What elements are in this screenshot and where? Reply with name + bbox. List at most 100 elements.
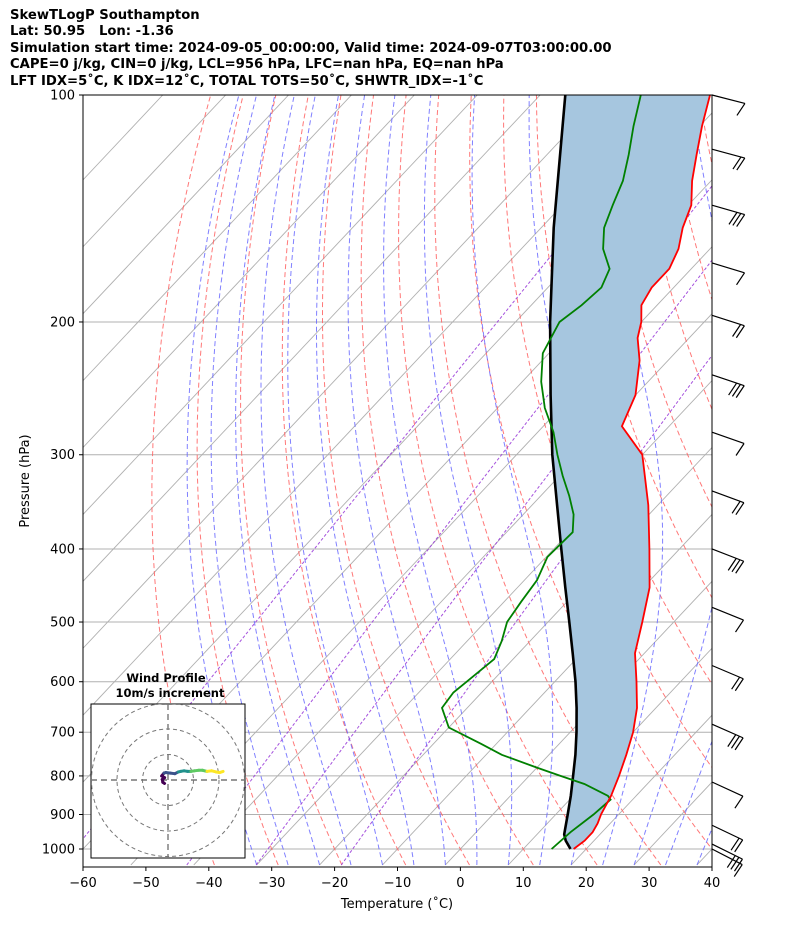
dewpoint-line: [440, 95, 642, 850]
x-tick-label: −60: [69, 876, 96, 891]
wind-barbs: [711, 94, 746, 877]
barb-shaft: [711, 262, 745, 274]
barb-flag: [730, 857, 740, 870]
barb-shaft: [711, 664, 744, 680]
barb-shaft: [711, 204, 745, 216]
isotherm: [83, 95, 478, 516]
profile-lines: [440, 95, 711, 850]
dry-adiabat: [601, 95, 712, 509]
dry-adiabat: [698, 95, 712, 167]
x-tick-label: 10: [515, 876, 532, 891]
wind-barb: [711, 606, 745, 633]
x-tick-label: 40: [704, 876, 721, 891]
barb-shaft: [711, 490, 745, 504]
barb-flag: [735, 619, 745, 633]
wind-barb: [711, 374, 745, 398]
mixing-ratio-line: [83, 95, 683, 840]
barb-flag: [728, 212, 738, 225]
isotherm: [83, 95, 604, 649]
header-line-indices-1: CAPE=0 j/kg, CIN=0 j/kg, LCL=956 hPa, LF…: [10, 57, 504, 73]
barb-shaft: [711, 848, 743, 866]
isotherm: [382, 513, 712, 866]
parcel-line: [548, 95, 578, 850]
x-axis-label: Temperature (˚C): [340, 896, 453, 912]
barb-flag: [735, 443, 745, 456]
dry-adiabat: [398, 95, 598, 866]
mixing-ratio-line: [186, 185, 712, 866]
dry-adiabat: [151, 95, 215, 866]
barb-flag: [734, 795, 744, 809]
wind-barb: [711, 723, 744, 751]
barb-shaft: [711, 843, 743, 860]
dry-adiabat: [666, 95, 712, 302]
y-tick-label: 100: [50, 89, 75, 104]
moist-adiabat: [260, 95, 352, 866]
y-axis-label: Pressure (hPa): [18, 434, 33, 527]
barb-shaft: [711, 824, 743, 841]
barb-flag: [731, 559, 741, 573]
moist-adiabat: [598, 95, 664, 866]
y-tick-label: 1000: [42, 843, 75, 858]
barb-flag: [732, 213, 742, 226]
y-tick-label: 400: [50, 542, 75, 557]
barb-flag: [736, 214, 746, 227]
dry-adiabat: [240, 95, 343, 866]
barb-flag: [735, 325, 745, 339]
moist-adiabat: [210, 95, 289, 866]
barb-flag: [735, 385, 745, 398]
wind-barb: [711, 94, 746, 116]
isotherm: [570, 714, 712, 866]
barb-flag: [732, 156, 742, 170]
moist-adiabat: [235, 95, 321, 866]
barb-shaft: [711, 781, 744, 797]
barb-shaft: [711, 94, 746, 104]
barb-shaft: [711, 606, 744, 621]
y-tick-label: 500: [50, 616, 75, 631]
barb-flag: [733, 864, 743, 877]
barb-flag: [730, 837, 740, 851]
dry-adiabat: [360, 95, 534, 866]
moist-adiabat: [665, 739, 712, 866]
isotherm: [83, 95, 667, 716]
wind-barb: [711, 848, 743, 877]
isotherm: [319, 446, 712, 866]
hodograph-title: Wind Profile: [126, 671, 206, 685]
x-tick-label: 30: [641, 876, 658, 891]
barb-flag: [731, 676, 741, 690]
barb-flag: [734, 839, 744, 853]
barb-flag: [727, 734, 737, 747]
barb-flag: [728, 382, 738, 396]
x-tick-label: −50: [132, 876, 159, 891]
barb-flag: [736, 157, 746, 171]
y-tick-label: 800: [50, 769, 75, 784]
y-tick-label: 600: [50, 675, 75, 690]
wind-barb: [711, 781, 744, 809]
y-tick-label: 700: [50, 726, 75, 741]
isotherm: [83, 95, 541, 582]
isotherm: [83, 95, 226, 248]
hodograph-inset: Wind Profile 10m/s increment: [90, 671, 246, 859]
barb-flag: [736, 272, 746, 286]
barb-flag: [732, 324, 742, 337]
barb-shaft: [711, 431, 745, 445]
dry-adiabat: [765, 95, 794, 865]
isotherm: [83, 95, 289, 315]
barb-flag: [733, 858, 743, 872]
moist-adiabat: [471, 95, 554, 866]
wind-barb: [711, 204, 746, 227]
moist-adiabat: [633, 95, 712, 866]
header-line-title: SkewTLogP Southampton: [10, 8, 200, 23]
dry-adiabat: [322, 95, 470, 866]
moist-adiabat: [383, 95, 478, 866]
y-tick-label: 900: [50, 808, 75, 823]
barb-shaft: [711, 374, 745, 387]
barb-flag: [730, 735, 740, 749]
x-tick-label: −40: [195, 876, 222, 891]
isotherm: [130, 246, 712, 866]
wind-barb: [711, 431, 745, 456]
axes: −60 −50 −40 −30 −20 −10 0 10 20 30 40 100 200 300 400 5…: [42, 89, 720, 892]
wind-barb: [711, 262, 746, 286]
temperature-line: [573, 95, 711, 850]
wind-barb: [711, 824, 744, 853]
barb-flag: [735, 502, 745, 516]
